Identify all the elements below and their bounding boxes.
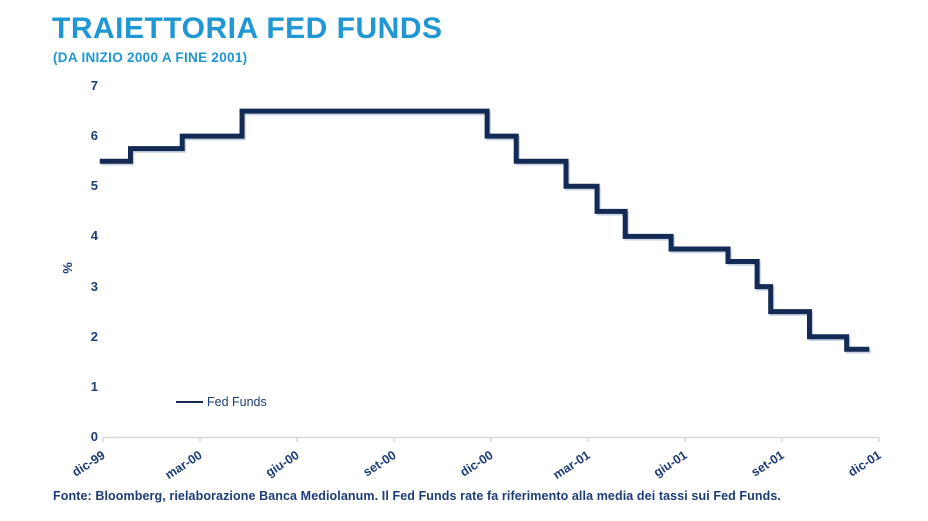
legend: Fed Funds [176,395,267,409]
legend-line-swatch [176,401,203,403]
y-tick-label-0: 0 [90,429,98,444]
source-note: Fonte: Bloomberg, rielaborazione Banca M… [53,489,781,503]
y-tick-label-1: 1 [90,378,98,394]
legend-label: Fed Funds [207,395,267,409]
y-tick-label-4: 4 [90,228,98,244]
chart-title: TRAIETTORIA FED FUNDS [52,12,443,45]
y-axis-title: % [60,262,75,274]
fed-funds-line-shadow [101,110,871,354]
y-tick-label-6: 6 [90,128,98,144]
chart-subtitle: (DA INIZIO 2000 A FINE 2001) [53,50,248,65]
y-tick-label-5: 5 [90,178,98,194]
y-tick-label-2: 2 [90,328,98,344]
y-tick-label-3: 3 [90,278,98,294]
y-tick-label-7: 7 [90,78,98,93]
fed-funds-line [99,108,870,352]
